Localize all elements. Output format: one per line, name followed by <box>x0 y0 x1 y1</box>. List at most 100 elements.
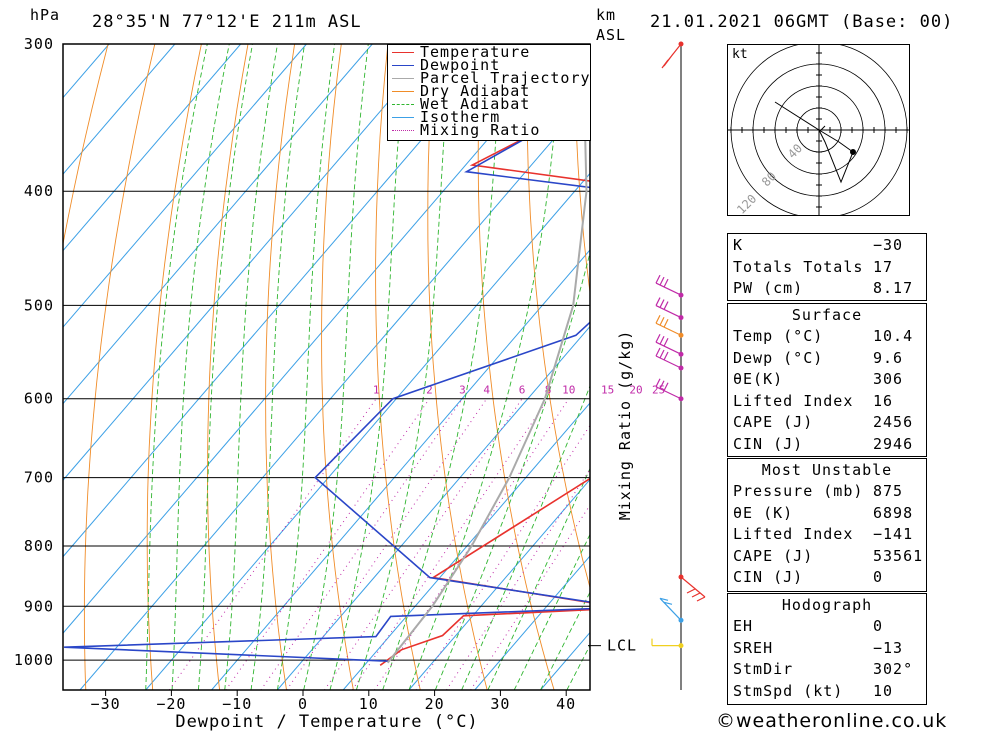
legend: Temperature Dewpoint Parcel Trajectory Dry … <box>387 44 591 141</box>
mixing-ratio-line <box>324 398 523 690</box>
table-row-label: StmSpd (kt) <box>733 681 844 700</box>
hodograph-trace <box>774 101 856 184</box>
pressure-axis: 300 400 500 600 700 800 900 1000 <box>14 35 54 669</box>
mixing-ratio-axis-label: Mixing Ratio (g/kg) <box>616 330 634 521</box>
wind-barb <box>655 333 682 355</box>
isotherm-line <box>63 44 571 634</box>
dry-adiabat-line <box>375 44 421 690</box>
series-line-parcel-trajectory <box>386 44 588 664</box>
mixing-ratio-line <box>286 398 488 690</box>
mixing-ratio-label: 10 <box>562 384 575 397</box>
isotherm-line <box>474 555 590 690</box>
x-tick-label: 30 <box>490 695 510 713</box>
legend-label: Isotherm <box>420 108 501 126</box>
legend-item: Temperature <box>392 43 587 61</box>
isotherm-line <box>63 44 439 481</box>
y-tick-label: 900 <box>24 597 54 615</box>
x-tick-label: −20 <box>156 695 186 713</box>
mixing-ratio-label: 6 <box>519 384 526 397</box>
hodograph: kt 40 80 120 <box>727 44 910 216</box>
x-tick-label: 0 <box>298 695 308 713</box>
mixing-ratio-line <box>351 398 549 690</box>
table-row-value: 302° <box>873 660 914 678</box>
dry-adiabat-line <box>321 44 354 690</box>
wet-adiabat-line <box>171 44 230 690</box>
table-row-value: 10 <box>873 681 894 700</box>
legend-swatch <box>392 52 414 53</box>
wet-adiabat-line <box>329 44 408 690</box>
legend-label: Temperature <box>420 43 531 61</box>
dry-adiabat-line <box>994 44 1000 690</box>
indices-table: K −30 Totals Totals 17 PW (cm) 8.17 <box>727 233 927 301</box>
plot-frame <box>62 43 591 691</box>
wind-barb <box>655 297 682 319</box>
table-row-value: 2456 <box>873 413 914 431</box>
legend-item: Dry Adiabat <box>392 82 587 100</box>
pressure-unit-label: hPa <box>30 6 61 24</box>
table-row-value: 875 <box>873 482 904 500</box>
mixing-ratio-label: 2 <box>426 384 433 397</box>
wind-barb <box>655 314 682 336</box>
table-row-value: 306 <box>873 370 904 388</box>
table-row-label: CIN (J) <box>733 568 804 586</box>
legend-swatch <box>392 65 414 66</box>
wet-adiabat-line <box>434 251 590 690</box>
mixing-ratio-line <box>168 398 377 690</box>
legend-item: Parcel Trajectory <box>392 71 590 86</box>
isotherm-line <box>63 44 307 328</box>
surface-table: Surface Temp (°C) 10.4 Dewp (°C) 9.6 θE(K) 306… <box>727 303 927 457</box>
wet-adiabat-line <box>276 44 336 690</box>
y-tick-label: 600 <box>24 390 54 408</box>
legend-label: Dry Adiabat <box>420 82 531 100</box>
table-row-label: SREH <box>733 638 774 657</box>
isotherm-line <box>79 96 590 690</box>
wet-adiabat-line <box>408 44 562 690</box>
table-row-value: 2946 <box>873 434 914 453</box>
table-row-value: 0 <box>873 617 884 635</box>
y-tick-label: 800 <box>24 537 54 555</box>
table-row-value: 53561 <box>873 546 924 565</box>
temperature-axis: −30 −20 −10 0 10 20 30 40 <box>91 690 575 713</box>
dry-adiabat-line <box>427 44 488 690</box>
dry-adiabat-line <box>477 44 555 690</box>
wind-barb <box>659 597 682 621</box>
table-row-value: −30 <box>873 236 904 254</box>
mixing-ratio-line <box>260 398 463 690</box>
table-row-value: 6898 <box>873 503 914 522</box>
table-row-value: 16 <box>873 391 894 410</box>
wind-barb <box>655 274 682 296</box>
asl-label: ASL <box>596 26 627 44</box>
hodograph-unit-label: kt <box>732 47 748 62</box>
y-tick-label: 700 <box>24 469 54 487</box>
isotherm-line <box>63 44 242 252</box>
legend-item: Isotherm <box>392 108 587 126</box>
dry-adiabat-line <box>83 44 156 690</box>
table-row-value: 0 <box>873 568 884 586</box>
isotherm-line <box>342 402 590 690</box>
mixing-ratio-label: 1 <box>373 384 380 397</box>
table-row-label: Pressure (mb) <box>733 482 864 500</box>
legend-item: Wet Adiabat <box>392 97 587 112</box>
x-tick-label: −30 <box>91 695 121 713</box>
table-row-value: 9.6 <box>873 348 904 367</box>
table-row-label: θE (K) <box>733 503 794 522</box>
km-label: km <box>596 6 617 24</box>
wet-adiabat-line <box>224 44 278 690</box>
isotherm-line <box>63 44 373 405</box>
lcl-marker: LCL <box>588 637 636 655</box>
table-title: Surface <box>791 306 863 324</box>
wind-barb <box>651 638 681 647</box>
table-row-label: Totals Totals <box>733 257 864 276</box>
table-row-label: EH <box>733 617 754 635</box>
wet-adiabat-line <box>145 44 208 690</box>
legend-label: Dewpoint <box>420 56 501 74</box>
table-row-label: Temp (°C) <box>733 327 824 345</box>
x-tick-label: 10 <box>359 695 379 713</box>
legend-swatch <box>392 78 414 79</box>
isotherm-line <box>63 44 505 558</box>
table-row-label: Lifted Index <box>733 391 854 410</box>
wind-barb <box>661 43 682 69</box>
location-title: 28°35'N 77°12'E 211m ASL <box>92 12 362 32</box>
legend-swatch <box>392 104 414 105</box>
isotherm-line <box>63 44 110 99</box>
